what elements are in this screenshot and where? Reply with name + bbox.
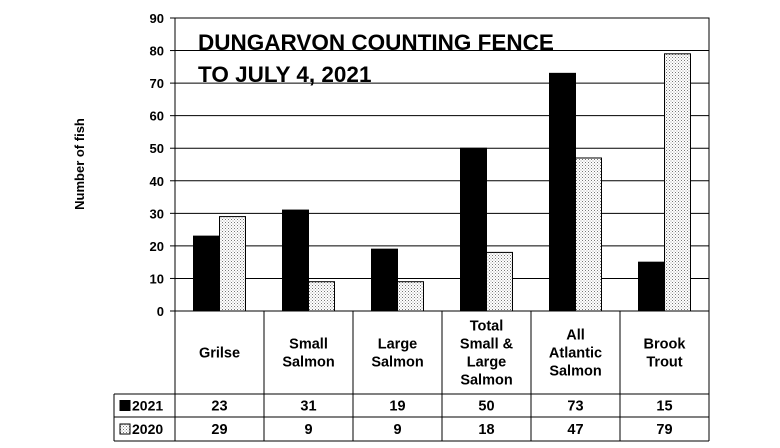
bar-2020-2: [397, 281, 424, 312]
category-label: Atlantic: [549, 346, 602, 362]
data-label: 79: [656, 422, 672, 438]
category-label: Salmon: [460, 373, 512, 389]
data-label: 19: [389, 399, 405, 415]
category-label: Small &: [460, 337, 514, 353]
bar-2020-0: [219, 216, 246, 312]
y-tick-label: 30: [150, 206, 164, 221]
data-label: 50: [478, 399, 494, 415]
chart-title: DUNGARVON COUNTING FENCE: [198, 30, 554, 55]
legend-label: 2020: [132, 421, 163, 437]
data-label: 9: [393, 422, 401, 438]
bar-2021-2: [371, 248, 398, 312]
category-label: Salmon: [282, 355, 334, 371]
bar-2021-0: [193, 235, 220, 312]
bar-2021-4: [549, 72, 576, 312]
category-label: Brook: [644, 337, 687, 353]
y-tick-label: 60: [150, 109, 164, 124]
y-axis-label: Number of fish: [72, 118, 87, 210]
y-tick-label: 90: [150, 11, 164, 26]
y-tick-label: 40: [150, 174, 164, 189]
data-table: Grilse Small Salmon Large Salmon Total Small &…: [113, 311, 710, 442]
category-label: Small: [289, 337, 328, 353]
data-label: 73: [567, 399, 583, 415]
y-tick-label: 10: [150, 271, 164, 286]
category-label: Salmon: [371, 355, 423, 371]
bars: [193, 53, 691, 312]
y-tick-label: 0: [157, 304, 164, 319]
data-label: 31: [300, 399, 316, 415]
category-label: Grilse: [199, 346, 240, 362]
data-label: 47: [567, 422, 583, 438]
category-label: Large: [467, 355, 507, 371]
data-label: 15: [656, 399, 672, 415]
bar-2020-4: [575, 157, 602, 312]
data-label: 18: [478, 422, 494, 438]
category-label: Trout: [646, 355, 682, 371]
category-label: Large: [378, 337, 418, 353]
legend-label: 2021: [132, 398, 163, 414]
y-tick-label: 20: [150, 239, 164, 254]
bar-2020-5: [664, 53, 691, 312]
y-tick-label: 50: [150, 141, 164, 156]
data-label: 29: [211, 422, 227, 438]
bar-2020-1: [308, 281, 335, 312]
chart-subtitle: TO JULY 4, 2021: [198, 62, 371, 87]
bar-2021-1: [282, 209, 309, 312]
category-label: Total: [470, 319, 504, 335]
category-label: All: [566, 328, 585, 344]
legend-key-2021: [119, 400, 131, 411]
legend-key-2020: [119, 423, 131, 435]
category-label: Salmon: [549, 364, 601, 380]
bar-2021-5: [638, 261, 665, 312]
data-label: 9: [304, 422, 312, 438]
y-tick-labels: 0 10 20 30 40 50 60 70 80 90: [150, 11, 164, 319]
bar-2020-3: [486, 251, 513, 312]
data-label: 23: [211, 399, 227, 415]
y-tick-label: 80: [150, 44, 164, 59]
bar-2021-3: [460, 147, 487, 312]
y-tick-label: 70: [150, 76, 164, 91]
